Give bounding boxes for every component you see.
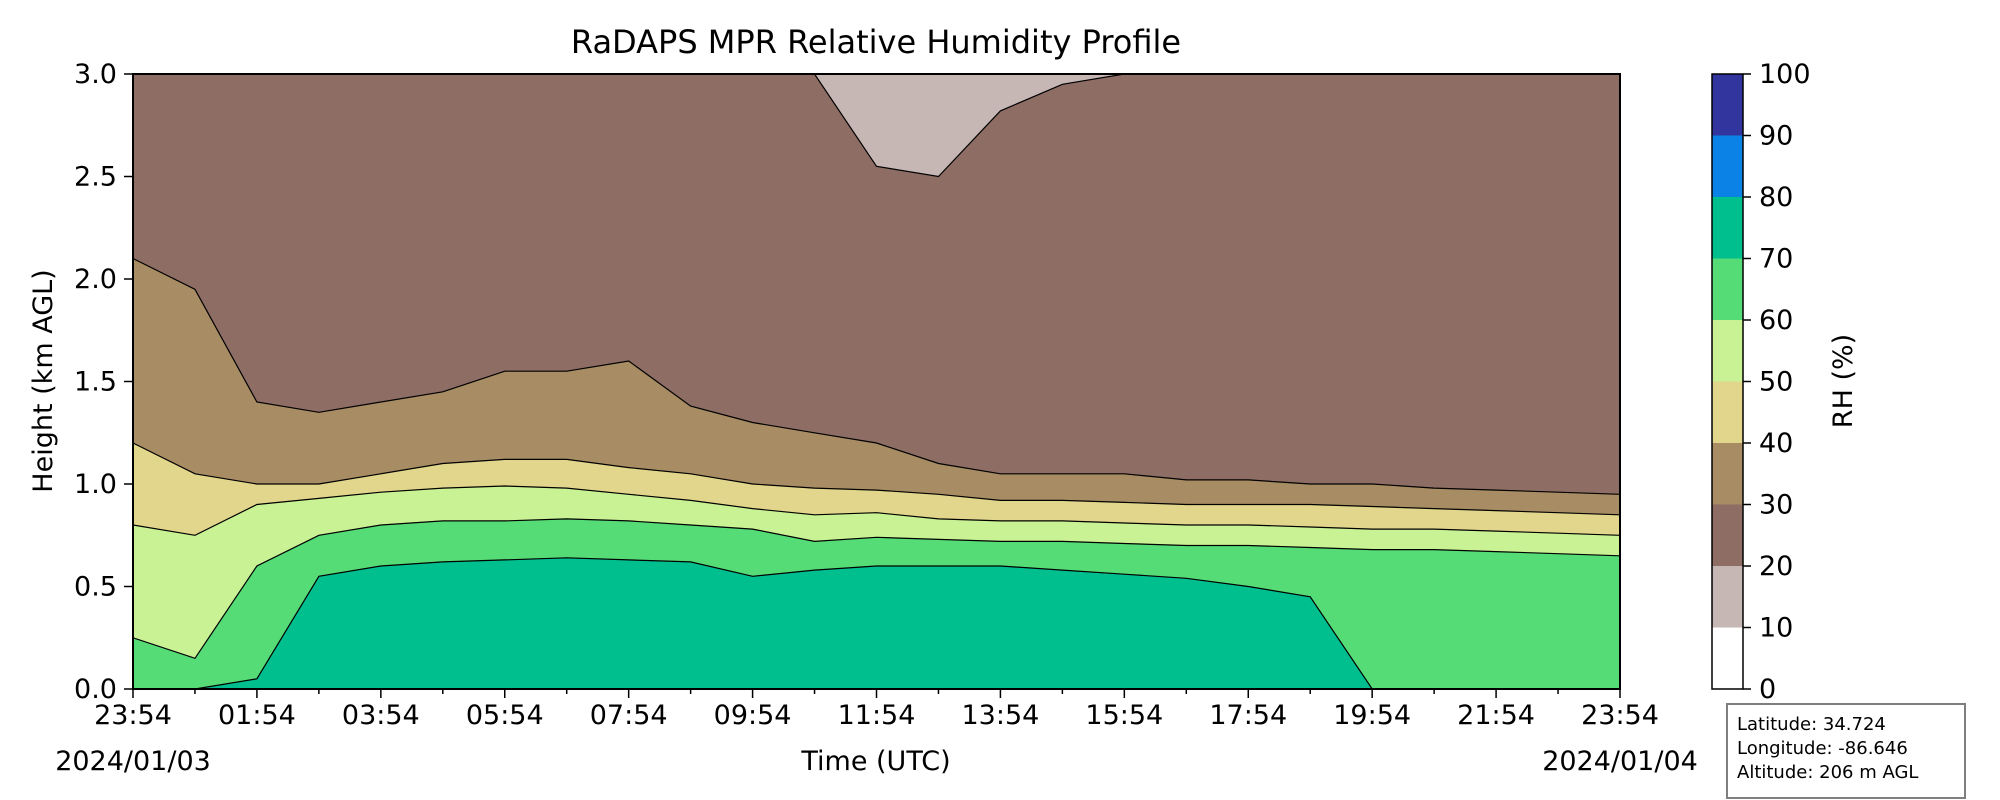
x-axis-label: Time (UTC) <box>800 746 950 777</box>
x-tick-label: 23:54 <box>1581 700 1659 731</box>
x-tick-label: 05:54 <box>466 700 544 731</box>
y-tick-label: 0.0 <box>74 674 117 705</box>
colorbar-segment <box>1712 135 1743 197</box>
colorbar-label: RH (%) <box>1828 334 1859 428</box>
colorbar-segment <box>1712 197 1743 259</box>
colorbar-segment <box>1712 258 1743 320</box>
latitude-text: Latitude: 34.724 <box>1737 714 1886 735</box>
altitude-text: Altitude: 206 m AGL <box>1737 762 1919 783</box>
colorbar-segment <box>1712 504 1743 566</box>
colorbar-tick-label: 80 <box>1759 182 1793 213</box>
y-tick-label: 0.5 <box>74 572 117 603</box>
x-axis: 23:54 01:54 03:54 05:54 07:54 09:54 11:54 13:54… <box>94 689 1659 731</box>
chart-title: RaDAPS MPR Relative Humidity Profile <box>571 23 1181 61</box>
x-tick-label: 17:54 <box>1209 700 1287 731</box>
start-date-label: 2024/01/03 <box>55 746 211 777</box>
band-70-80 <box>133 557 1620 689</box>
colorbar-segment <box>1712 320 1743 382</box>
colorbar-tick-label: 0 <box>1759 674 1776 705</box>
contour-rh_70 <box>133 557 1620 689</box>
x-tick-label: 07:54 <box>590 700 668 731</box>
contour-rh_30 <box>133 257 1620 495</box>
contour-rh_40 <box>133 442 1620 516</box>
colorbar: 0 10 20 30 40 50 60 70 80 90 100 <box>1711 59 1811 705</box>
x-tick-label: 15:54 <box>1085 700 1163 731</box>
x-tick-label: 09:54 <box>714 700 792 731</box>
x-tick-label: 21:54 <box>1457 700 1535 731</box>
longitude-text: Longitude: -86.646 <box>1737 738 1908 759</box>
y-tick-label: 2.5 <box>74 162 117 193</box>
colorbar-tick-label: 60 <box>1759 305 1793 336</box>
colorbar-tick-label: 40 <box>1759 428 1793 459</box>
contour-rh_20 <box>133 74 1620 178</box>
x-tick-label: 13:54 <box>962 700 1040 731</box>
y-tick-label: 1.5 <box>74 367 117 398</box>
colorbar-segment <box>1712 381 1743 443</box>
x-tick-label: 03:54 <box>342 700 420 731</box>
y-axis: 0.0 0.5 1.0 1.5 2.0 2.5 3.0 <box>74 59 133 705</box>
site-info-box: Latitude: 34.724 Longitude: -86.646 Alti… <box>1726 703 1966 799</box>
x-tick-label: 19:54 <box>1333 700 1411 731</box>
rh-bands <box>133 74 1620 689</box>
colorbar-tick-label: 90 <box>1759 121 1793 152</box>
colorbar-tick-label: 30 <box>1759 490 1793 521</box>
y-tick-label: 2.0 <box>74 264 117 295</box>
contour-rh_60 <box>133 518 1620 660</box>
colorbar-segment <box>1712 74 1743 136</box>
x-tick-label: 11:54 <box>838 700 916 731</box>
x-tick-label: 01:54 <box>218 700 296 731</box>
colorbar-segment <box>1712 443 1743 505</box>
y-axis-label: Height (km AGL) <box>28 269 59 492</box>
y-tick-label: 1.0 <box>74 469 117 500</box>
x-tick-label: 23:54 <box>94 700 172 731</box>
plot-area <box>133 74 1620 689</box>
rh-contour-lines <box>133 74 1620 689</box>
colorbar-segment <box>1712 566 1743 628</box>
colorbar-tick-label: 20 <box>1759 551 1793 582</box>
colorbar-tick-label: 10 <box>1759 613 1793 644</box>
y-tick-label: 3.0 <box>74 59 117 90</box>
colorbar-tick-label: 100 <box>1759 59 1811 90</box>
end-date-label: 2024/01/04 <box>1542 746 1698 777</box>
contour-rh_50 <box>133 485 1620 536</box>
colorbar-tick-label: 50 <box>1759 367 1793 398</box>
colorbar-tick-label: 70 <box>1759 244 1793 275</box>
colorbar-segment <box>1712 627 1743 689</box>
